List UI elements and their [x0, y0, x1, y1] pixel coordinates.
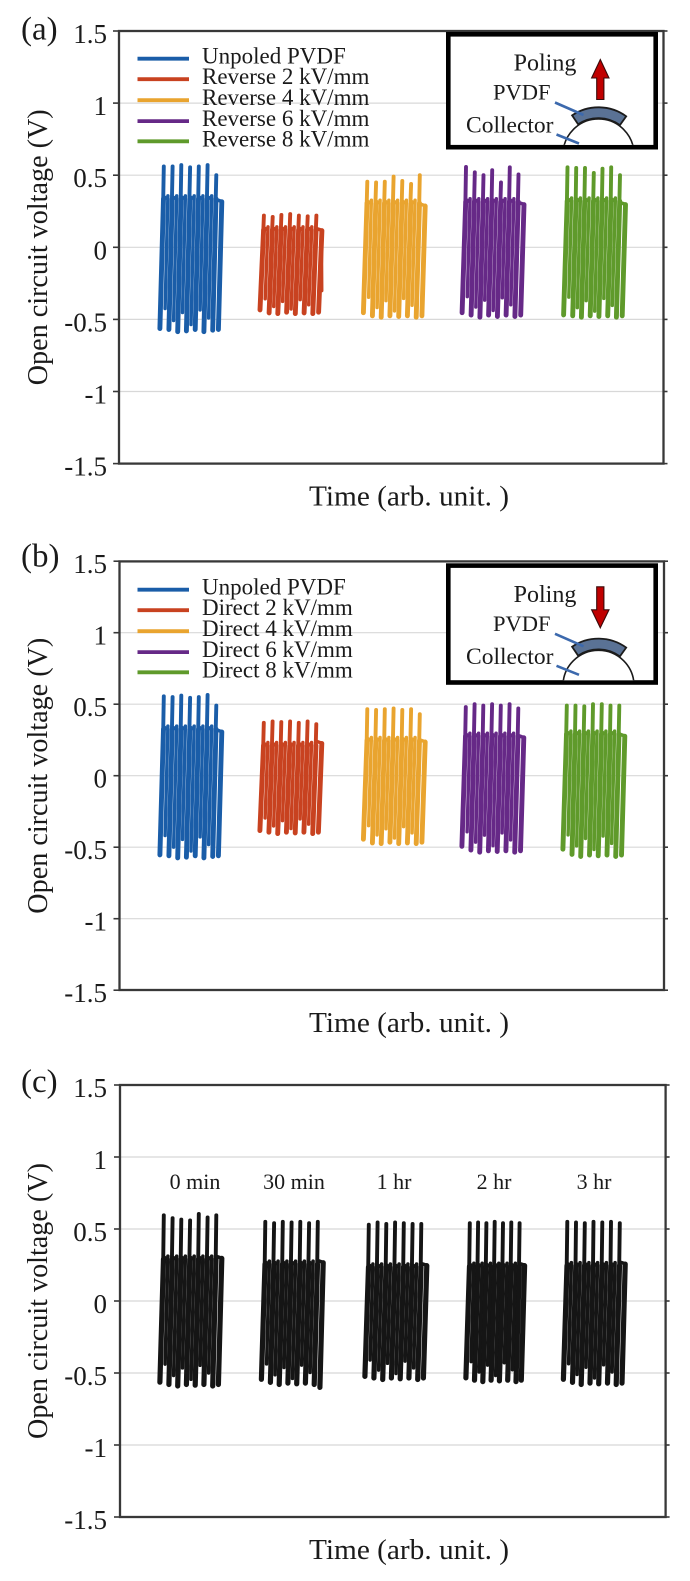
svg-text:Reverse 6 kV/mm: Reverse 6 kV/mm	[202, 106, 369, 131]
svg-text:0: 0	[94, 235, 108, 265]
svg-text:-0.5: -0.5	[64, 1361, 107, 1391]
svg-text:-0.5: -0.5	[64, 835, 107, 865]
svg-text:Reverse 2 kV/mm: Reverse 2 kV/mm	[202, 64, 369, 89]
svg-text:Time (arb. unit. ): Time (arb. unit. )	[309, 1534, 509, 1566]
svg-text:1: 1	[94, 91, 108, 121]
svg-text:Time (arb. unit. ): Time (arb. unit. )	[309, 481, 509, 513]
svg-text:Direct 8 kV/mm: Direct 8 kV/mm	[202, 657, 353, 682]
svg-text:Poling: Poling	[514, 582, 577, 608]
svg-text:1.5: 1.5	[73, 1073, 107, 1103]
svg-text:-1: -1	[85, 380, 108, 410]
svg-text:-1: -1	[85, 1433, 108, 1463]
svg-text:Poling: Poling	[514, 51, 577, 77]
svg-text:Open circuit voltage (V): Open circuit voltage (V)	[22, 638, 54, 914]
svg-text:1.5: 1.5	[73, 549, 107, 579]
svg-text:3 hr: 3 hr	[577, 1169, 613, 1194]
svg-text:Reverse 8 kV/mm: Reverse 8 kV/mm	[202, 126, 369, 151]
svg-text:(a): (a)	[21, 12, 58, 48]
svg-text:Direct 2 kV/mm: Direct 2 kV/mm	[202, 595, 353, 620]
svg-text:PVDF: PVDF	[493, 80, 551, 105]
svg-text:Time (arb. unit. ): Time (arb. unit. )	[309, 1007, 509, 1039]
svg-text:0: 0	[94, 764, 108, 794]
svg-text:0 min: 0 min	[170, 1169, 221, 1194]
svg-text:-1.5: -1.5	[64, 452, 107, 482]
svg-text:0.5: 0.5	[73, 1217, 107, 1247]
svg-text:Unpoled PVDF: Unpoled PVDF	[202, 575, 346, 600]
svg-text:1: 1	[94, 621, 108, 651]
svg-text:Direct 6 kV/mm: Direct 6 kV/mm	[202, 637, 353, 662]
svg-text:1.5: 1.5	[73, 19, 107, 49]
svg-text:Open circuit voltage (V): Open circuit voltage (V)	[22, 109, 54, 385]
svg-text:Unpoled PVDF: Unpoled PVDF	[202, 44, 346, 69]
svg-text:0.5: 0.5	[73, 163, 107, 193]
svg-text:Direct 4 kV/mm: Direct 4 kV/mm	[202, 616, 353, 641]
svg-text:1 hr: 1 hr	[377, 1169, 413, 1194]
svg-text:-1: -1	[85, 907, 108, 937]
svg-text:(c): (c)	[21, 1064, 58, 1100]
svg-text:Open circuit voltage (V): Open circuit voltage (V)	[22, 1163, 54, 1439]
svg-text:Collector: Collector	[466, 113, 554, 139]
svg-text:0.5: 0.5	[73, 692, 107, 722]
svg-text:1: 1	[94, 1145, 108, 1175]
svg-text:-0.5: -0.5	[64, 307, 107, 337]
svg-text:30 min: 30 min	[263, 1169, 325, 1194]
svg-text:2 hr: 2 hr	[477, 1169, 513, 1194]
svg-text:PVDF: PVDF	[493, 611, 551, 636]
svg-text:-1.5: -1.5	[64, 1505, 107, 1535]
svg-text:0: 0	[94, 1289, 108, 1319]
svg-text:Collector: Collector	[466, 644, 554, 670]
svg-text:Reverse 4 kV/mm: Reverse 4 kV/mm	[202, 85, 369, 110]
svg-text:-1.5: -1.5	[64, 978, 107, 1008]
svg-text:(b): (b)	[21, 539, 59, 575]
